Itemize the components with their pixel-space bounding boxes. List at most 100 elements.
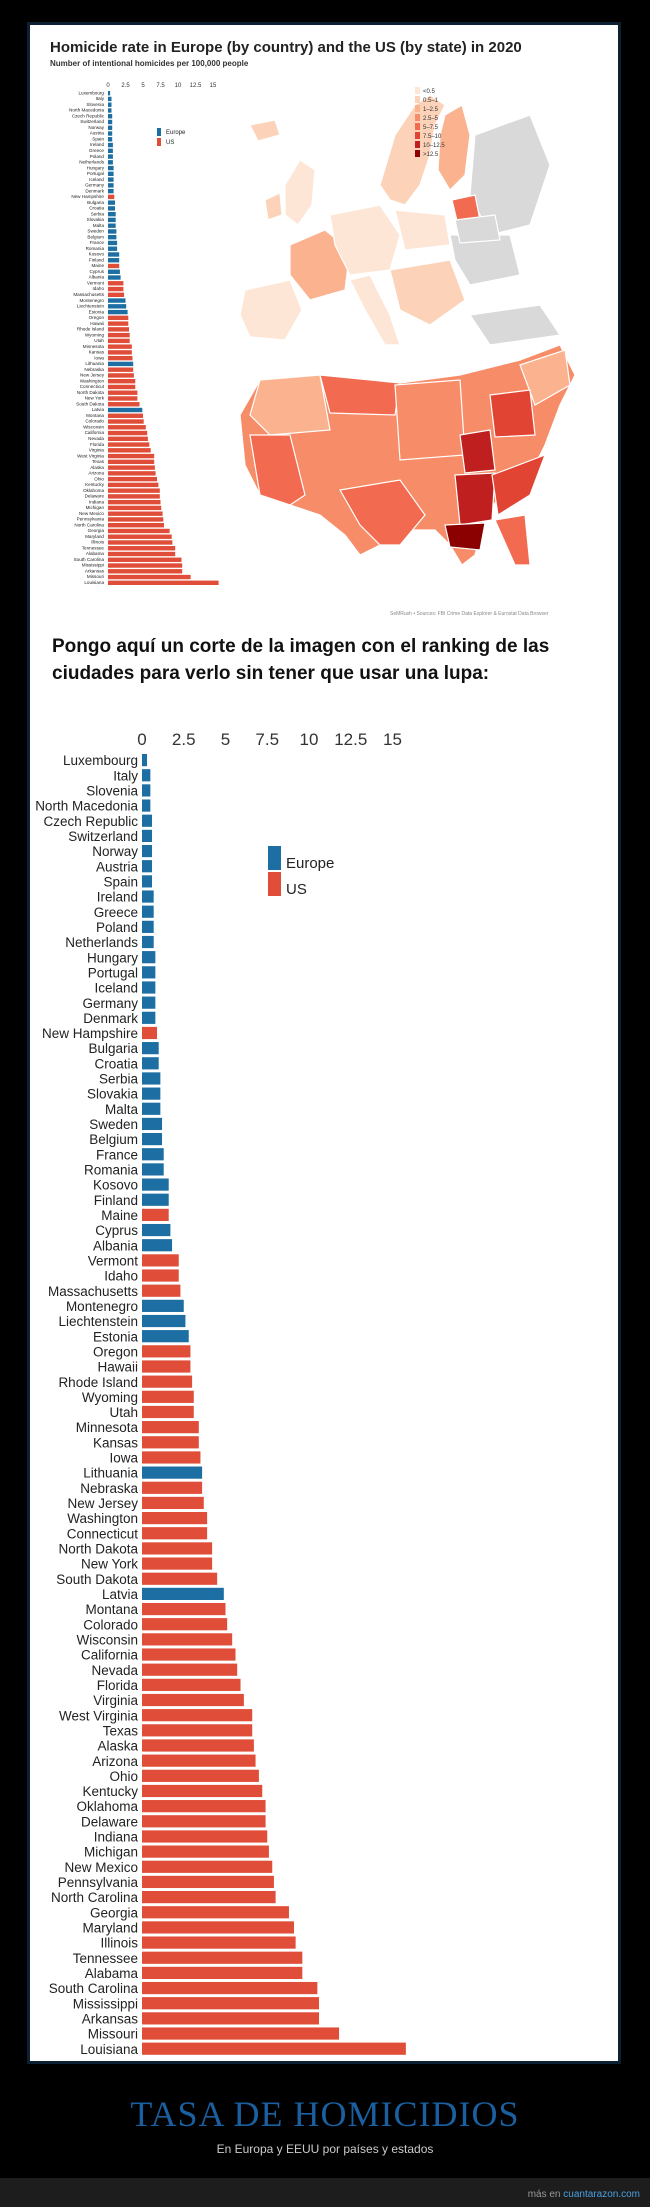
map-us-florida	[494, 514, 531, 566]
bar-label-montenegro: Montenegro	[79, 298, 104, 303]
bar-south-dakota	[142, 1572, 218, 1585]
bar-label-arkansas: Arkansas	[82, 2011, 139, 2026]
bar-albania	[108, 275, 121, 280]
bar-texas	[142, 1724, 253, 1737]
bar-denmark	[142, 1011, 156, 1024]
bar-oklahoma	[108, 488, 160, 493]
bar-slovakia	[108, 217, 116, 223]
bar-label-finland: Finland	[89, 257, 105, 262]
bar-north-dakota	[108, 390, 138, 395]
bar-luxembourg	[108, 91, 111, 96]
x-tick-label: 2.5	[121, 83, 130, 89]
bar-south-carolina	[142, 1981, 318, 1995]
bar-estonia	[108, 309, 128, 315]
explanation-text: Pongo aquí un corte de la imagen con el …	[52, 636, 550, 684]
bar-label-new-york: New York	[81, 1557, 138, 1572]
bar-label-netherlands: Netherlands	[79, 160, 104, 165]
bar-new-hampshire	[108, 194, 115, 200]
bar-vermont	[108, 281, 124, 286]
bar-label-kansas: Kansas	[89, 350, 105, 355]
bar-label-florida: Florida	[90, 442, 104, 447]
bar-massachusetts	[142, 1284, 181, 1297]
bar-iceland	[108, 177, 114, 182]
bar-denmark	[108, 188, 114, 194]
bar-label-kentucky: Kentucky	[82, 1784, 138, 1799]
bar-slovenia	[142, 784, 151, 797]
map-legend-swatch	[415, 87, 420, 94]
map-legend-swatch	[415, 132, 420, 139]
bar-label-slovakia: Slovakia	[87, 217, 105, 222]
bar-alaska	[108, 465, 155, 470]
bar-north-carolina	[142, 1891, 276, 1904]
bar-label-nebraska: Nebraska	[80, 1481, 138, 1496]
x-tick-label: 5	[221, 730, 230, 749]
bar-kansas	[108, 350, 132, 355]
map-finland	[437, 104, 471, 191]
bar-mississippi	[142, 1997, 320, 2010]
x-tick-label: 2.5	[172, 730, 196, 749]
bar-mississippi	[108, 563, 183, 568]
bar-florida	[108, 442, 150, 447]
bar-pennsylvania	[108, 517, 164, 522]
bar-label-sweden: Sweden	[89, 1117, 138, 1132]
bar-label-austria: Austria	[90, 131, 105, 136]
legend-label-us: US	[166, 140, 174, 146]
bar-indiana	[108, 499, 161, 505]
bar-maryland	[142, 1921, 294, 1934]
bar-louisiana	[142, 2042, 406, 2055]
bar-washington	[108, 379, 136, 384]
bar-portugal	[108, 171, 114, 177]
bar-connecticut	[108, 384, 136, 390]
bar-california	[108, 430, 148, 436]
map-legend-label: 7.5–10	[423, 134, 442, 140]
bar-label-ireland: Ireland	[97, 890, 138, 905]
bar-label-ohio: Ohio	[109, 1769, 138, 1784]
bar-luxembourg	[142, 754, 148, 767]
bar-utah	[108, 338, 130, 344]
bar-label-latvia: Latvia	[92, 407, 105, 412]
bar-wisconsin	[142, 1633, 233, 1646]
bar-nebraska	[142, 1481, 203, 1494]
bar-label-slovakia: Slovakia	[87, 1087, 139, 1102]
bar-label-spain: Spain	[103, 874, 138, 889]
legend-label-europe: Europe	[166, 130, 186, 136]
europe-map	[239, 94, 562, 346]
bar-label-austria: Austria	[96, 859, 139, 874]
bar-ireland	[108, 142, 113, 148]
bar-label-slovenia: Slovenia	[86, 784, 138, 799]
map-italy	[349, 274, 401, 346]
footer-credit-prefix: más en	[527, 2189, 564, 2200]
legend-label-us: US	[286, 881, 307, 898]
bar-michigan	[108, 505, 162, 511]
bar-france	[108, 240, 118, 246]
map-scandinavia	[379, 94, 446, 206]
map-us-louisiana	[444, 522, 486, 551]
bar-delaware	[142, 1815, 266, 1828]
bar-estonia	[142, 1330, 189, 1343]
map-iceland	[249, 119, 281, 142]
footer-credit-link[interactable]: cuantarazon.com	[563, 2189, 640, 2200]
bar-label-norway: Norway	[88, 125, 104, 130]
bar-italy	[108, 96, 112, 102]
bar-label-west-virginia: West Virginia	[59, 1708, 139, 1723]
bar-spain	[108, 137, 113, 142]
bar-label-luxembourg: Luxembourg	[78, 90, 104, 95]
map-us-california	[249, 434, 306, 506]
bar-switzerland	[142, 829, 153, 842]
bar-nebraska	[108, 367, 134, 372]
bar-connecticut	[142, 1527, 208, 1540]
bar-portugal	[142, 966, 156, 979]
bar-label-wisconsin: Wisconsin	[83, 424, 104, 429]
bar-label-oregon: Oregon	[93, 1344, 138, 1359]
map-legend-label: 0.5–1	[423, 98, 439, 104]
bar-croatia	[142, 1057, 159, 1070]
map-iberia	[239, 279, 303, 341]
bar-label-kosovo: Kosovo	[93, 1178, 138, 1193]
map-legend-label: 10–12.5	[423, 143, 445, 149]
bar-pennsylvania	[142, 1875, 274, 1889]
bar-ohio	[142, 1769, 259, 1782]
bar-iowa	[142, 1451, 201, 1464]
map-us-mississippi-valley	[454, 472, 496, 526]
bar-label-hawaii: Hawaii	[90, 321, 104, 326]
bar-label-missouri: Missouri	[87, 574, 104, 579]
